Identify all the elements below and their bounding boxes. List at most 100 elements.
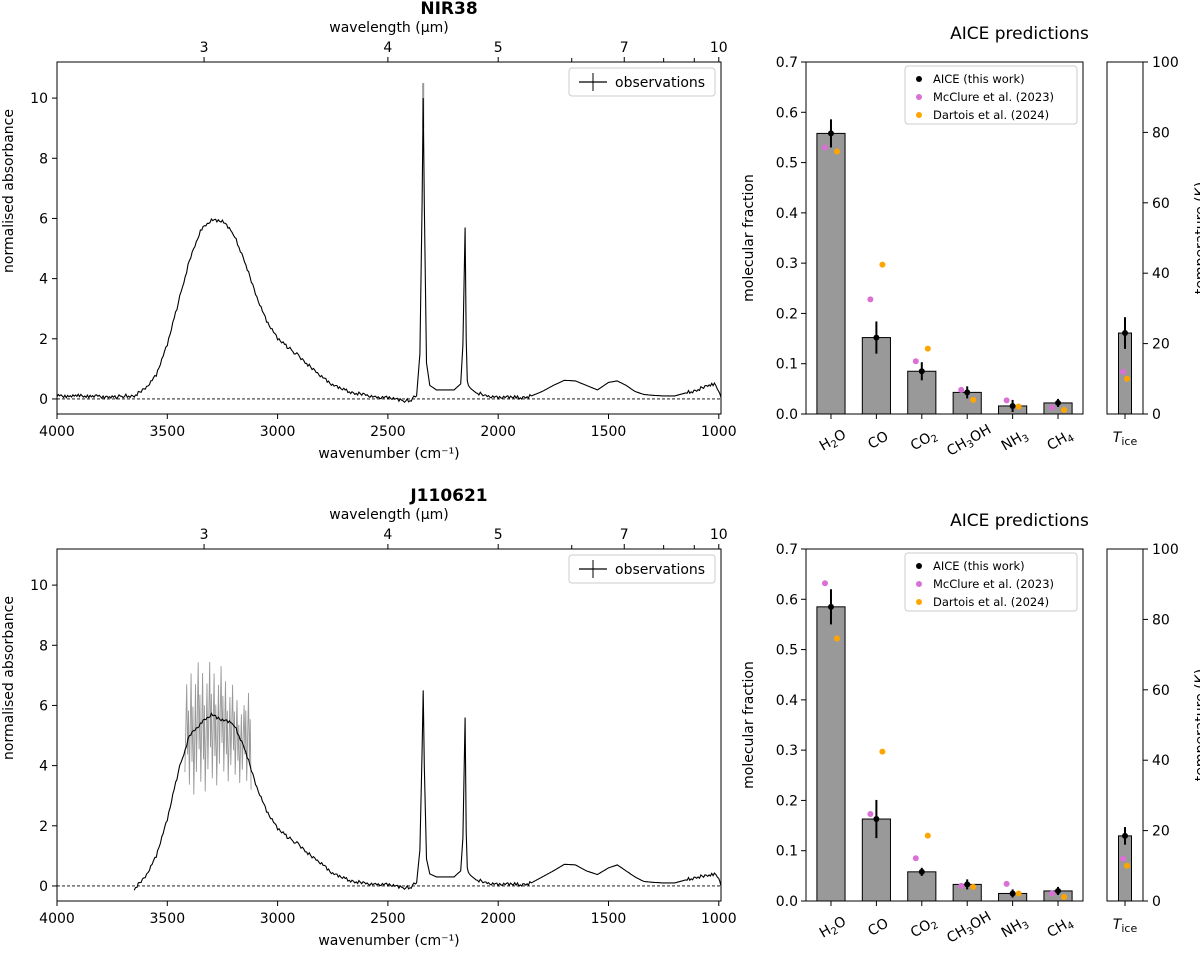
- y-tick-label: 60: [1152, 196, 1170, 212]
- dartois-point-1: [879, 261, 886, 268]
- legend-marker-mcclure: [916, 94, 922, 100]
- x-tick-label: 1500: [591, 911, 627, 927]
- temperature-category-label: Tice: [1113, 917, 1138, 935]
- aice-point-2: [918, 868, 925, 875]
- y-tick-label: 10: [30, 578, 48, 594]
- y-tick-label: 0.7: [776, 542, 798, 558]
- legend: AICE (this work) McClure et al. (2023) Dar…: [904, 552, 1078, 612]
- y-tick-label: 0.5: [776, 643, 798, 659]
- y-tick-label: 0: [1152, 894, 1161, 910]
- y-tick-label: 80: [1152, 125, 1170, 141]
- legend-label: observations: [615, 75, 705, 91]
- legend-marker-aice: [916, 76, 922, 82]
- category-label-1: CO: [865, 915, 891, 939]
- temperature-bar: [1118, 835, 1132, 902]
- legend-box: [904, 552, 1078, 612]
- dartois-point-3: [970, 883, 977, 890]
- mcclure-point-2: [912, 358, 919, 365]
- y-tick-label: 100: [1152, 55, 1179, 71]
- panel-title: AICE predictions: [950, 24, 1089, 44]
- y-tick-label: 0.2: [776, 306, 798, 322]
- plot-frame: [805, 548, 1084, 902]
- dartois-point-4: [1015, 890, 1022, 897]
- aice-point-1: [873, 334, 880, 341]
- legend-label: observations: [615, 562, 705, 578]
- dartois-point-5: [1061, 893, 1068, 900]
- dartois-point-0: [833, 148, 840, 155]
- category-label-5: CH4: [1044, 914, 1076, 943]
- top-tick-label: 5: [494, 40, 503, 56]
- aice-point-4: [1009, 890, 1016, 897]
- mcclure-point-0: [821, 144, 828, 151]
- legend-marker-dartois: [916, 599, 922, 605]
- y-tick-label: 2: [39, 332, 48, 348]
- legend-box: [568, 67, 716, 97]
- y-axis-label: normalised absorbance: [1, 596, 17, 760]
- legend-label-mcclure: McClure et al. (2023): [933, 577, 1054, 591]
- y-tick-label: 4: [39, 272, 48, 288]
- x-tick-label: 1000: [701, 911, 737, 927]
- mcclure-point-0: [821, 580, 828, 587]
- mcclure-point-5: [1049, 404, 1056, 411]
- temperature-aice-point: [1122, 330, 1128, 337]
- dartois-point-2: [924, 345, 931, 352]
- bar-0: [816, 606, 846, 902]
- spectrum-panel-j110621: 4000 3500 3000 2500 2000 1500 1000 0 2 4 6 8 10 3 4 5 7 1…: [1, 486, 737, 949]
- temperature-aice-point: [1122, 832, 1128, 839]
- x-tick-label: 1500: [591, 424, 627, 440]
- y-tick-label: 40: [1152, 266, 1170, 282]
- aice-point-4: [1009, 402, 1016, 409]
- top-tick-label: 4: [383, 40, 392, 56]
- y-tick-label: 10: [30, 91, 48, 107]
- dartois-point-3: [970, 396, 977, 403]
- legend-marker-aice: [916, 563, 922, 569]
- mcclure-point-3: [958, 386, 965, 393]
- legend-marker-dartois: [916, 112, 922, 118]
- y-tick-label: 0: [39, 879, 48, 895]
- aice-point-1: [873, 816, 880, 823]
- y-axis-label: molecular fraction: [741, 661, 757, 789]
- y-tick-label: 20: [1152, 337, 1170, 353]
- temperature-mcclure-point: [1120, 368, 1126, 375]
- y-tick-label: 8: [39, 638, 48, 654]
- temperature-mcclure-point: [1120, 855, 1126, 862]
- mcclure-point-2: [912, 855, 919, 862]
- mcclure-point-5: [1049, 890, 1056, 897]
- y-axis-label: normalised absorbance: [1, 109, 17, 273]
- x-tick-label: 3500: [149, 911, 185, 927]
- category-label-1: CO: [865, 428, 891, 452]
- x-tick-label: 3000: [260, 424, 296, 440]
- y-tick-label: 0: [39, 392, 48, 408]
- y-tick-label: 0.7: [776, 55, 798, 71]
- temperature-panel: Tice 0 20 40 60 80 100 temperature (K): [1106, 55, 1200, 448]
- legend-label-aice: AICE (this work): [933, 559, 1025, 573]
- y-axis-label: temperature (K): [1193, 182, 1200, 295]
- dartois-point-4: [1015, 403, 1022, 410]
- x-tick-label: 3000: [260, 911, 296, 927]
- noise-band: [184, 661, 252, 795]
- aice-point-2: [918, 368, 925, 375]
- temperature-dartois-point: [1124, 862, 1130, 869]
- y-tick-label: 6: [39, 211, 48, 227]
- y-tick-label: 40: [1152, 753, 1170, 769]
- mcclure-point-3: [958, 882, 965, 889]
- y-tick-label: 0.0: [776, 894, 798, 910]
- top-axis-label: wavelength (µm): [329, 507, 448, 523]
- y-tick-label: 100: [1152, 542, 1179, 558]
- top-tick-label: 3: [200, 527, 209, 543]
- aice-point-3: [964, 389, 971, 396]
- category-label-0: H2O: [817, 427, 850, 457]
- top-tick-label: 7: [620, 40, 629, 56]
- legend-box: [568, 554, 716, 584]
- temperature-panel: Tice 0 20 40 60 80 100 temperature (K): [1106, 542, 1200, 935]
- y-tick-label: 2: [39, 819, 48, 835]
- y-tick-label: 0.6: [776, 105, 798, 121]
- y-tick-label: 0: [1152, 407, 1161, 423]
- legend-label-dartois: Dartois et al. (2024): [933, 108, 1049, 122]
- aice-point-5: [1055, 887, 1062, 894]
- y-tick-label: 60: [1152, 683, 1170, 699]
- panel-title: NIR38: [420, 0, 477, 19]
- legend-marker-mcclure: [916, 581, 922, 587]
- legend: observations: [568, 67, 716, 97]
